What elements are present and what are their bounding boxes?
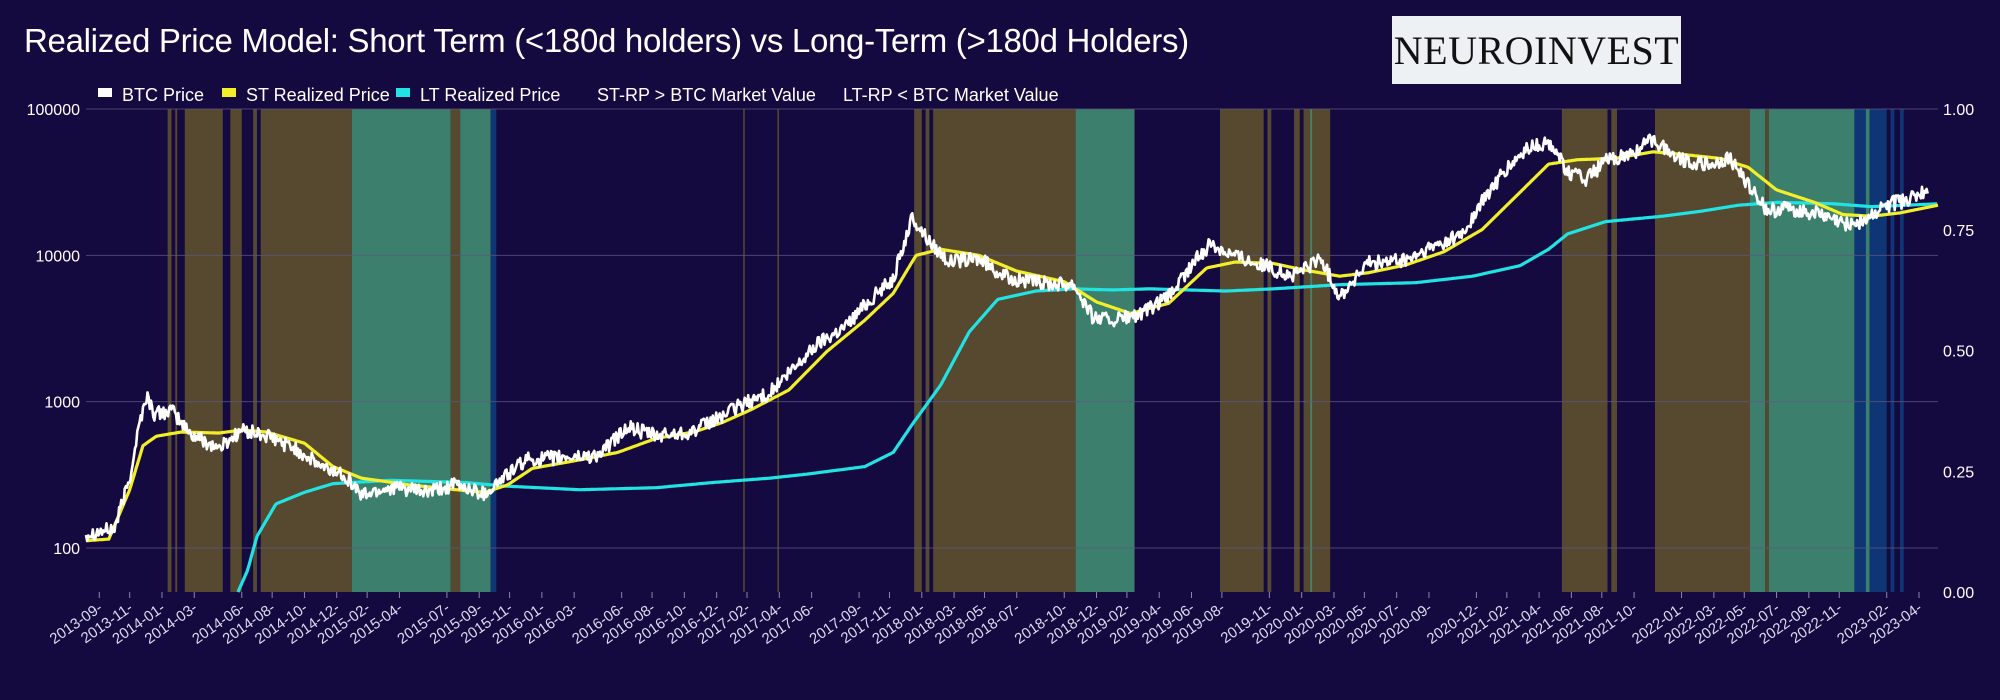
band-lt xyxy=(1768,109,1855,592)
band-st xyxy=(175,109,178,592)
band-st xyxy=(914,109,922,592)
band-st xyxy=(743,109,745,592)
page-title: Realized Price Model: Short Term (<180d … xyxy=(24,22,1189,59)
band-st xyxy=(184,109,223,592)
band-dark xyxy=(1900,109,1904,592)
y-tick-label: 10000 xyxy=(36,248,81,265)
legend-label: LT Realized Price xyxy=(420,85,560,105)
band-st xyxy=(1561,109,1608,592)
legend-marker xyxy=(396,88,410,97)
band-lt xyxy=(1075,109,1135,592)
band-st xyxy=(777,109,779,592)
legend: BTC Price ST Realized Price LT Realized Pr… xyxy=(98,85,1059,105)
grid xyxy=(86,108,1938,549)
legend-label: LT-RP < BTC Market Value xyxy=(843,85,1059,105)
band-st xyxy=(230,109,242,592)
band-st xyxy=(253,109,257,592)
band-st xyxy=(1765,109,1769,592)
brand-logo: NEUROINVEST xyxy=(1392,16,1681,84)
band-st xyxy=(167,109,172,592)
y-tick-label: 1000 xyxy=(44,395,80,412)
band-st xyxy=(260,109,352,592)
legend-marker xyxy=(222,88,236,97)
legend-marker xyxy=(98,88,112,97)
band-st xyxy=(1303,109,1331,592)
y2-tick-label: 0.50 xyxy=(1943,344,1974,361)
series-line-lt xyxy=(236,200,1938,593)
band-dark xyxy=(490,109,497,592)
band-lt xyxy=(351,109,451,592)
band-lt xyxy=(1865,109,1870,592)
band-st xyxy=(925,109,930,592)
legend-label: ST Realized Price xyxy=(246,85,390,105)
y-tick-label: 100000 xyxy=(27,102,80,119)
band-st xyxy=(1267,109,1272,592)
band-lt xyxy=(1749,109,1766,592)
legend-label: ST-RP > BTC Market Value xyxy=(597,85,816,105)
series-line-btc xyxy=(84,133,1929,542)
band-dark xyxy=(1869,109,1887,592)
y2-tick-label: 0.25 xyxy=(1943,464,1974,481)
band-st xyxy=(1654,109,1750,592)
y2-tick-label: 1.00 xyxy=(1943,102,1974,119)
band-st xyxy=(1294,109,1300,592)
band-lt xyxy=(1310,109,1313,592)
band-st xyxy=(1611,109,1617,592)
series-lines xyxy=(84,133,1939,593)
band-st xyxy=(450,109,461,592)
band-st xyxy=(1219,109,1264,592)
band-st xyxy=(933,109,1076,592)
band-lt xyxy=(460,109,491,592)
y-tick-label: 100 xyxy=(53,541,80,558)
shaded-bands xyxy=(167,109,1904,592)
y2-tick-label: 0.00 xyxy=(1943,585,1974,602)
band-dark xyxy=(1854,109,1866,592)
legend-label: BTC Price xyxy=(122,85,204,105)
y2-tick-label: 0.75 xyxy=(1943,223,1974,240)
band-dark xyxy=(1890,109,1895,592)
